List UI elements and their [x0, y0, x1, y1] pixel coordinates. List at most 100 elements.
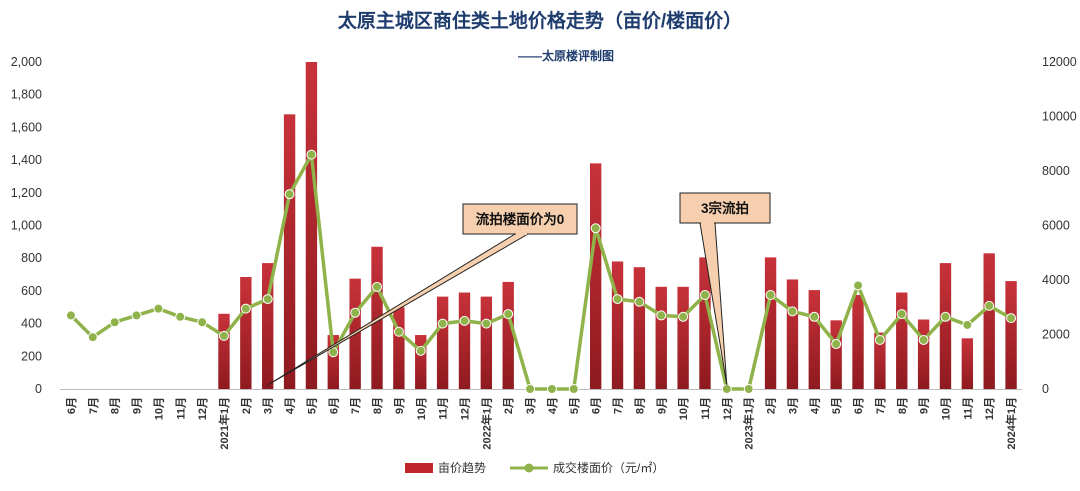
line-point	[437, 318, 448, 329]
bar	[415, 335, 427, 389]
line-point	[459, 315, 470, 326]
bar	[917, 319, 930, 389]
line-point	[131, 310, 142, 321]
x-axis-tick: 12月	[983, 397, 996, 420]
callout-seam	[701, 222, 714, 224]
bar	[327, 335, 339, 389]
x-axis-tick: 8月	[109, 397, 122, 414]
left-axis-tick: 400	[21, 317, 42, 331]
x-axis-tick: 7月	[349, 397, 362, 414]
line-point	[699, 289, 710, 300]
callout: 流拍楼面价为0	[267, 203, 578, 386]
bar	[633, 267, 646, 389]
x-axis-tick: 2024年1月	[1004, 397, 1018, 450]
x-axis-tick: 2月	[502, 397, 515, 414]
x-axis-tick: 6月	[65, 397, 78, 414]
line-point	[262, 294, 273, 305]
line-point	[721, 384, 732, 394]
x-axis-tick: 8月	[371, 397, 384, 414]
x-axis-tick: 5月	[830, 397, 843, 414]
plot-area: 0 200 400 600 800 1,000 1,200 1,400 1,600 1,800 2,…	[11, 55, 1077, 450]
right-axis-tick: 10000	[1042, 110, 1077, 124]
bar	[764, 257, 777, 389]
line-point	[65, 310, 76, 321]
bar	[436, 296, 449, 389]
callout-box	[679, 192, 771, 224]
line-point	[240, 303, 251, 314]
right-axis-tick: 6000	[1042, 219, 1070, 233]
bar	[830, 320, 842, 389]
x-axis-tick: 7月	[874, 397, 887, 414]
x-axis-tick: 3月	[524, 397, 537, 414]
line-point	[350, 307, 361, 318]
line-point	[503, 309, 514, 320]
x-axis-tick: 10月	[152, 397, 165, 420]
right-axis-tick: 0	[1042, 382, 1049, 396]
bar	[808, 290, 820, 389]
line-point	[962, 319, 973, 330]
line-point	[590, 223, 601, 234]
x-axis-tick: 7月	[612, 397, 625, 414]
x-axis-tick: 2月	[765, 397, 778, 414]
bar	[262, 263, 274, 389]
left-axis-tick: 1,400	[11, 153, 42, 167]
x-axis-tick: 11月	[174, 397, 187, 420]
x-axis-tick: 3月	[262, 397, 275, 414]
callout-text: 3宗流拍	[701, 200, 749, 216]
line-point	[546, 384, 557, 394]
bar	[655, 286, 667, 389]
bar	[240, 277, 252, 389]
line-point	[153, 303, 164, 314]
x-axis-tick: 11月	[699, 397, 712, 420]
bar	[699, 257, 711, 389]
line-point	[525, 384, 536, 394]
line-point	[87, 332, 98, 343]
line-series	[69, 152, 1012, 391]
line-point	[831, 339, 842, 350]
x-axis-tick: 4月	[808, 397, 821, 414]
bar	[611, 261, 624, 389]
x-axis-tick: 4月	[546, 397, 559, 414]
x-axis-tick: 8月	[896, 397, 909, 414]
line-point	[809, 311, 820, 322]
bar	[458, 292, 471, 389]
bar	[1005, 281, 1017, 389]
line-point	[109, 317, 120, 328]
line-point	[765, 289, 776, 300]
callout-box	[462, 203, 578, 235]
line-point	[415, 345, 426, 356]
x-axis-tick: 10月	[677, 397, 690, 420]
legend-line-label: 成交楼面价（元/㎡）	[553, 460, 664, 475]
bar	[589, 163, 602, 389]
x-axis-tick: 12月	[458, 397, 471, 420]
line-point	[306, 149, 317, 160]
legend-bar-swatch	[405, 463, 433, 473]
x-axis-tick: 9月	[918, 397, 931, 414]
left-axis-tick: 200	[21, 349, 42, 363]
x-axis-tick: 2月	[240, 397, 253, 414]
bar	[874, 332, 886, 389]
line-point	[787, 306, 798, 317]
line-point	[568, 384, 579, 394]
x-axis-tick: 7月	[87, 397, 100, 414]
x-axis-tick: 10月	[939, 397, 952, 420]
bar	[283, 114, 296, 389]
left-axis-tick: 2,000	[11, 55, 42, 69]
bar	[852, 294, 864, 389]
x-axis-tick: 4月	[284, 397, 297, 414]
line-point	[393, 326, 404, 337]
line-point	[896, 309, 907, 320]
x-axis-tick: 6月	[852, 397, 865, 414]
callout: 3宗流拍	[679, 192, 771, 386]
bar	[786, 279, 799, 389]
x-axis-tick: 6月	[327, 397, 340, 414]
bar	[502, 281, 514, 389]
chart-title: 太原主城区商住类土地价格走势（亩价/楼面价）	[338, 9, 742, 32]
legend-line-marker	[524, 463, 534, 473]
x-axis-tick: 9月	[393, 397, 406, 414]
left-axis-tick: 0	[35, 382, 42, 396]
line-point	[612, 294, 623, 305]
bar	[983, 253, 995, 389]
x-axis-tick: 8月	[633, 397, 646, 414]
